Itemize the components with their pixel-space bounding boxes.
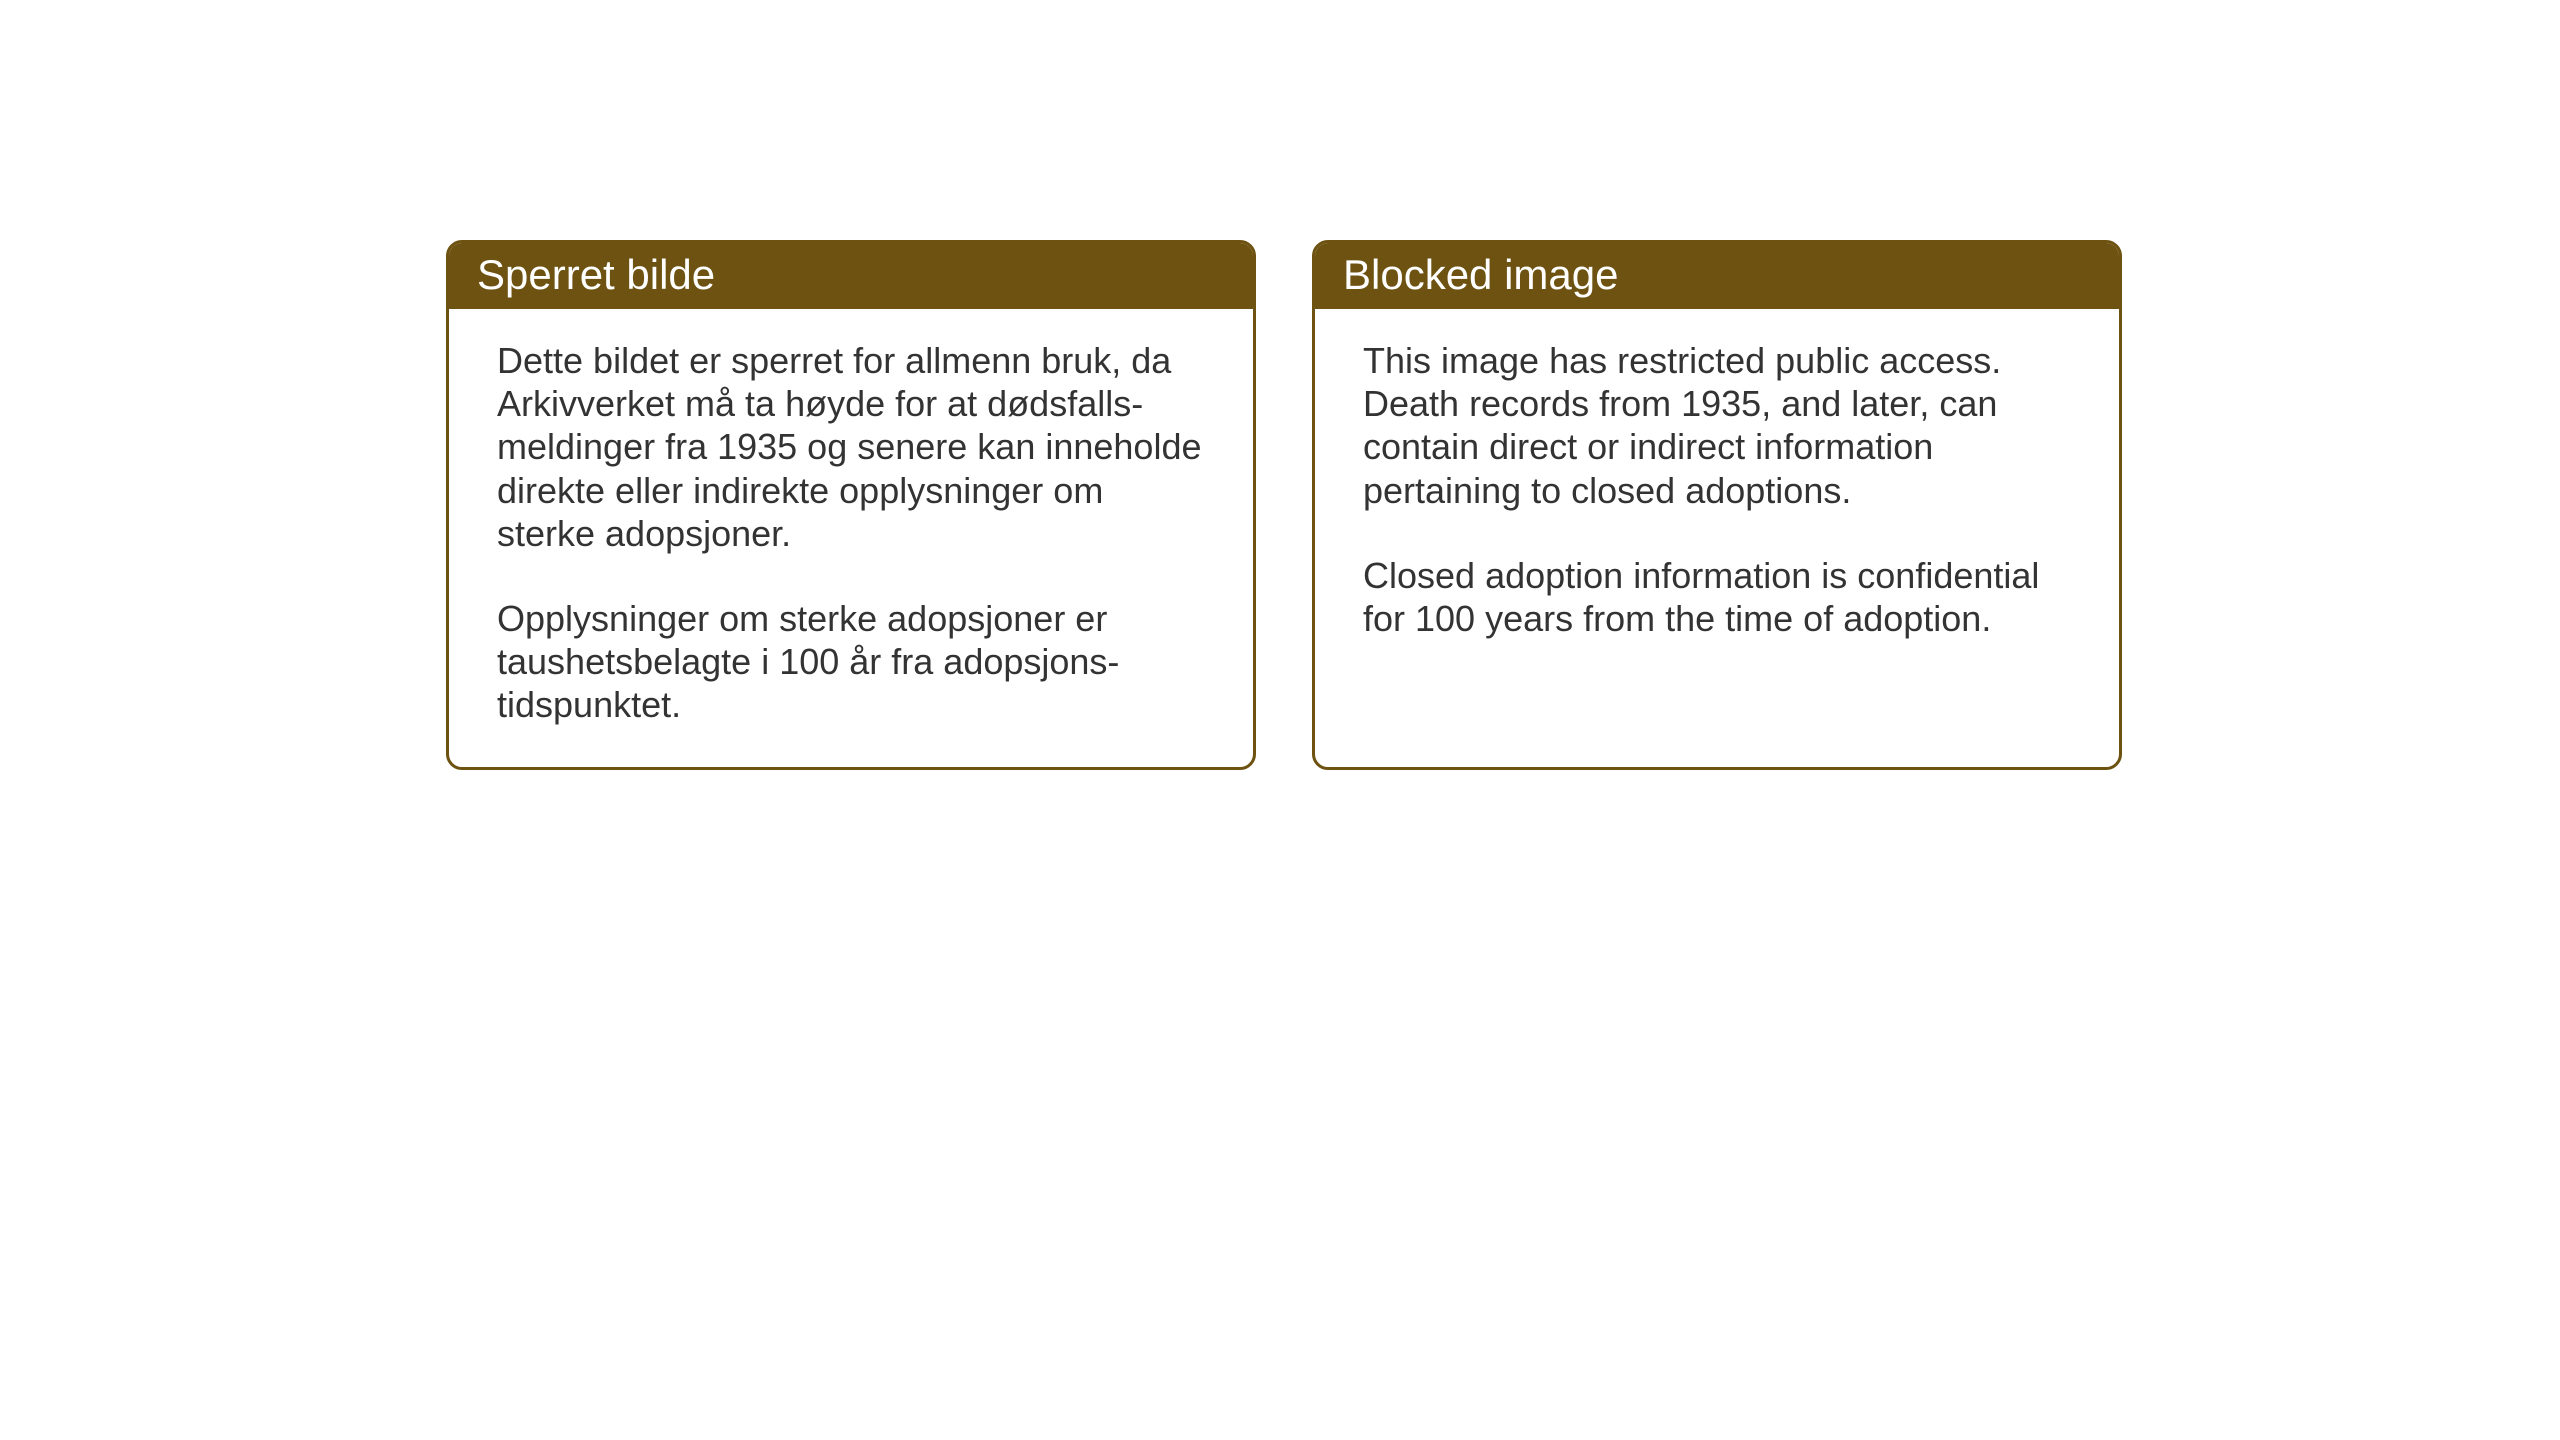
- notice-title: Blocked image: [1343, 251, 1618, 298]
- notice-container: Sperret bilde Dette bildet er sperret fo…: [446, 240, 2122, 770]
- notice-card-english: Blocked image This image has restricted …: [1312, 240, 2122, 770]
- notice-body-english: This image has restricted public access.…: [1315, 309, 2119, 680]
- notice-card-norwegian: Sperret bilde Dette bildet er sperret fo…: [446, 240, 1256, 770]
- notice-paragraph: Closed adoption information is confident…: [1363, 554, 2071, 640]
- notice-body-norwegian: Dette bildet er sperret for allmenn bruk…: [449, 309, 1253, 767]
- notice-paragraph: Opplysninger om sterke adopsjoner er tau…: [497, 597, 1205, 727]
- notice-paragraph: This image has restricted public access.…: [1363, 339, 2071, 512]
- notice-header-norwegian: Sperret bilde: [449, 243, 1253, 309]
- notice-title: Sperret bilde: [477, 251, 715, 298]
- notice-paragraph: Dette bildet er sperret for allmenn bruk…: [497, 339, 1205, 555]
- notice-header-english: Blocked image: [1315, 243, 2119, 309]
